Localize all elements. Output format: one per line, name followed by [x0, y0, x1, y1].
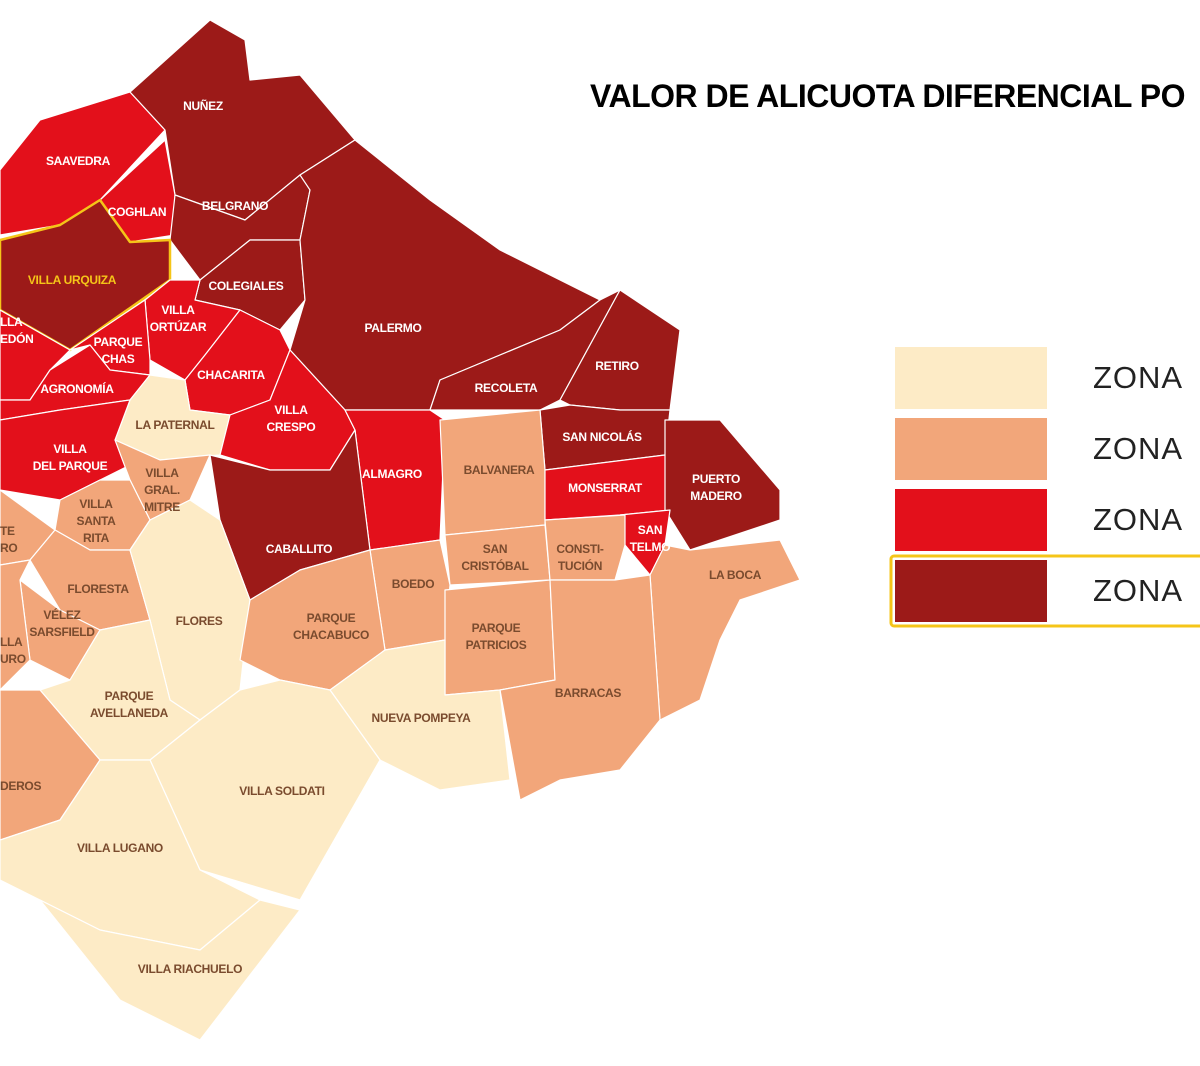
neighborhood-label: RECOLETA [475, 381, 538, 395]
neighborhood [39, 899, 301, 1041]
neighborhood-label: VILLA SOLDATI [239, 784, 324, 798]
neighborhood-label: MITRE [144, 500, 180, 514]
neighborhood [649, 539, 801, 721]
neighborhood-label: SARSFIELD [29, 625, 95, 639]
neighborhood-label: GRAL. [144, 483, 180, 497]
neighborhood-label: RO [0, 541, 17, 555]
legend-swatch [895, 560, 1047, 622]
neighborhood-label: PUERTO [692, 472, 740, 486]
legend: ZONA ZONA ZONA ZONA [889, 347, 1200, 628]
legend-swatch [895, 418, 1047, 480]
neighborhood-label: TELMO [630, 540, 671, 554]
neighborhood-label: FLORESTA [67, 582, 129, 596]
neighborhood [0, 91, 166, 236]
neighborhood-label: LLA [0, 635, 23, 649]
neighborhood [544, 514, 626, 581]
neighborhood-label: ALMAGRO [362, 467, 422, 481]
neighborhood-label: VILLA [161, 303, 195, 317]
neighborhood-label: VILLA [53, 442, 87, 456]
neighborhood-label: BELGRANO [202, 199, 268, 213]
neighborhood-label: BARRACAS [555, 686, 622, 700]
neighborhood-label: FLORES [176, 614, 223, 628]
neighborhood-label: URO [0, 652, 26, 666]
neighborhood-label: CHACABUCO [293, 628, 369, 642]
neighborhood-label: BALVANERA [464, 463, 535, 477]
neighborhood-label: VILLA [145, 466, 179, 480]
neighborhood-label: LA BOCA [709, 568, 762, 582]
neighborhood-label: COGHLAN [108, 205, 167, 219]
neighborhood-label: VÉLEZ [43, 607, 80, 622]
neighborhood-label: AVELLANEDA [90, 706, 169, 720]
neighborhood-label: AGRONOMÍA [40, 381, 114, 396]
neighborhood-label: NUEVA POMPEYA [371, 711, 471, 725]
neighborhood-label: MONSERRAT [568, 481, 643, 495]
map-title: VALOR DE ALICUOTA DIFERENCIAL PO [590, 78, 1185, 114]
neighborhood-label: RITA [83, 531, 110, 545]
neighborhood-label: VILLA RIACHUELO [138, 962, 242, 976]
legend-outline [889, 554, 1200, 628]
neighborhood-label: DEL PARQUE [33, 459, 108, 473]
neighborhood-label: BOEDO [392, 577, 435, 591]
neighborhood-label: LA PATERNAL [135, 418, 214, 432]
neighborhood-label: PALERMO [364, 321, 421, 335]
neighborhood-label: MADERO [690, 489, 742, 503]
neighborhood-label: VILLA [79, 497, 113, 511]
neighborhood-label: RETIRO [595, 359, 639, 373]
neighborhood-label: SAAVEDRA [46, 154, 111, 168]
neighborhood-label: VILLA LUGANO [77, 841, 163, 855]
legend-swatch [895, 347, 1047, 409]
neighborhood-label: NUÑEZ [183, 98, 223, 113]
legend-label: ZONA [1093, 431, 1183, 466]
neighborhood-label: EDÓN [0, 331, 33, 346]
neighborhood-label: CABALLITO [266, 542, 332, 556]
neighborhood-label: SAN NICOLÁS [562, 429, 642, 444]
neighborhood-label: SAN [638, 523, 662, 537]
neighborhood-label: CONSTI- [556, 542, 604, 556]
neighborhood-label: PARQUE [105, 689, 154, 703]
neighborhood [499, 574, 661, 801]
neighborhood-label: TE [0, 524, 15, 538]
legend-swatch [895, 489, 1047, 551]
neighborhood-label: ORTÚZAR [150, 319, 207, 334]
neighborhood-label: CHAS [102, 352, 135, 366]
neighborhood-label: SAN [483, 542, 507, 556]
neighborhood-label: SANTA [77, 514, 117, 528]
neighborhood [429, 289, 621, 411]
labels: SAAVEDRA NUÑEZ COGHLAN BELGRANO VILLA URQUIZ… [0, 98, 762, 976]
neighborhood-label: CHACARITA [197, 368, 265, 382]
neighborhood [0, 559, 31, 691]
legend-label: ZONA [1093, 360, 1183, 395]
neighborhood-label: CRISTÓBAL [461, 558, 528, 573]
neighborhood-label: DEROS [0, 779, 41, 793]
neighborhood-label: VILLA URQUIZA [28, 273, 117, 287]
neighborhood-label: PARQUE [94, 335, 143, 349]
neighborhood-label: PATRICIOS [466, 638, 527, 652]
neighborhood-label: PARQUE [472, 621, 521, 635]
neighborhood-label: LLA [0, 315, 23, 329]
legend-label: ZONA [1093, 502, 1183, 537]
regions [0, 19, 801, 1041]
legend-label: ZONA [1093, 573, 1183, 608]
neighborhood-label: PARQUE [307, 611, 356, 625]
neighborhood-label: VILLA [274, 403, 308, 417]
neighborhood-label: CRESPO [267, 420, 316, 434]
neighborhood-label: COLEGIALES [208, 279, 283, 293]
neighborhood-label: TUCIÓN [558, 558, 602, 573]
